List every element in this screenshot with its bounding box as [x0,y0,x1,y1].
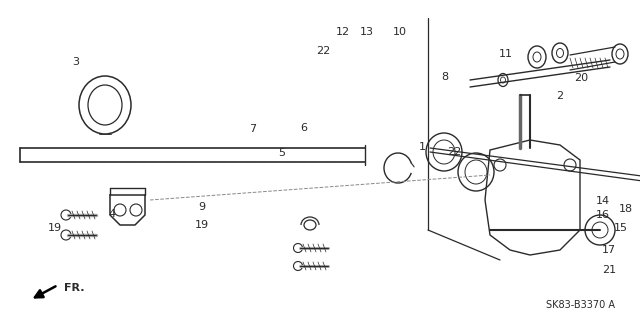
Text: 4: 4 [108,209,116,219]
Text: 20: 20 [574,73,588,83]
Text: 15: 15 [614,223,628,233]
Text: 10: 10 [393,27,407,37]
Text: FR.: FR. [64,283,84,293]
Text: 19: 19 [47,223,61,233]
Text: 22: 22 [447,146,461,157]
Text: 13: 13 [360,27,374,37]
Text: 1: 1 [419,142,426,152]
Text: 16: 16 [596,210,610,220]
Text: 12: 12 [335,27,349,37]
Text: 9: 9 [198,202,205,212]
Text: 8: 8 [441,71,449,82]
Text: 2: 2 [556,91,564,101]
Text: 6: 6 [301,122,307,133]
Text: 14: 14 [596,196,610,206]
Text: 7: 7 [249,124,257,134]
Text: 18: 18 [619,204,633,214]
Text: 5: 5 [278,148,285,158]
Text: 3: 3 [72,57,79,67]
Text: 22: 22 [316,46,330,56]
Text: 21: 21 [602,264,616,275]
Text: 17: 17 [602,245,616,256]
Text: SK83-B3370 A: SK83-B3370 A [545,300,614,310]
Text: 19: 19 [195,220,209,230]
Text: 11: 11 [499,49,513,59]
